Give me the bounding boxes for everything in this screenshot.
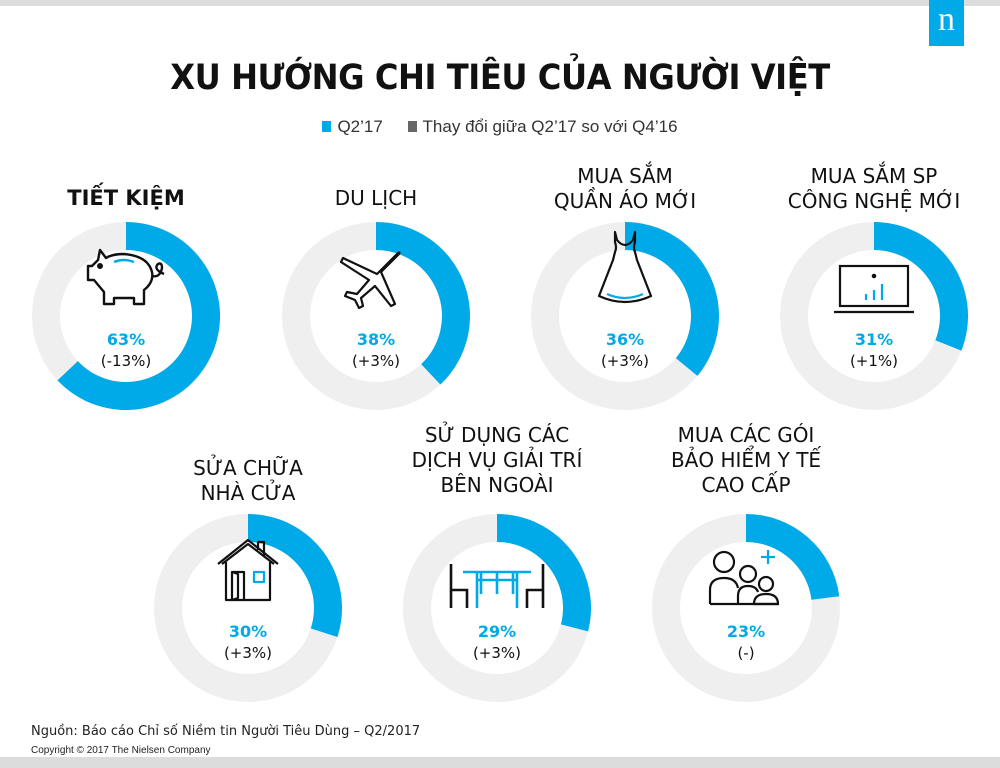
legend-swatch-blue <box>322 121 332 132</box>
card-label: MUA SẮM QUẦN ÁO MỚI <box>553 164 697 213</box>
donut-chart <box>531 222 719 410</box>
donut-change: (-) <box>737 644 755 662</box>
donut-value-arc <box>57 222 220 410</box>
donut-chart <box>154 514 342 702</box>
dress-icon <box>597 230 653 311</box>
donut-change: (+1%) <box>849 352 899 370</box>
donut-value: 30% <box>228 622 268 641</box>
card-label: DU LỊCH <box>334 186 418 210</box>
donut-value: 63% <box>106 330 146 349</box>
legend-label: Q2’17 <box>337 117 383 136</box>
legend-item-q2-17: Q2’17 <box>322 117 383 136</box>
donut-value: 23% <box>726 622 766 641</box>
donut-change: (+3%) <box>351 352 401 370</box>
card-label: MUA CÁC GÓI BẢO HIỂM Y TẾ CAO CẤP <box>670 423 822 497</box>
donut-chart <box>32 222 220 410</box>
donut-change: (+3%) <box>472 644 522 662</box>
donut-value: 29% <box>477 622 517 641</box>
family-health-icon <box>708 548 784 611</box>
nielsen-logo: n <box>929 0 964 46</box>
top-border <box>0 0 1000 6</box>
donut-change: (-13%) <box>100 352 152 370</box>
piggy-bank-icon <box>78 246 174 315</box>
donut-value-arc <box>625 222 719 376</box>
donut-chart <box>652 514 840 702</box>
source-note: Nguồn: Báo cáo Chỉ số Niềm tin Người Tiê… <box>31 724 421 739</box>
donut-value-arc <box>874 222 968 351</box>
legend-label: Thay đổi giữa Q2’17 so với Q4’16 <box>422 117 678 136</box>
donut-value-arc <box>497 514 591 632</box>
donut-value-arc <box>248 514 342 638</box>
card-label: SỬA CHỮA NHÀ CỬA <box>193 456 303 505</box>
legend-swatch-grey <box>407 121 417 132</box>
legend: Q2’17 Thay đổi giữa Q2’17 so với Q4’16 <box>0 117 1000 137</box>
card-label: TIẾT KIỆM <box>67 186 185 210</box>
airplane-icon <box>339 244 413 315</box>
copyright: Copyright © 2017 The Nielsen Company <box>31 745 211 756</box>
donut-chart <box>282 222 470 410</box>
donut-change: (+3%) <box>600 352 650 370</box>
donut-value: 36% <box>605 330 645 349</box>
donut-value-arc <box>376 222 470 385</box>
donut-value: 31% <box>854 330 894 349</box>
laptop-chart-icon <box>834 264 914 319</box>
card-label: SỬ DỤNG CÁC DỊCH VỤ GIẢI TRÍ BÊN NGOÀI <box>411 423 583 497</box>
legend-item-change: Thay đổi giữa Q2’17 so với Q4’16 <box>407 117 678 136</box>
donut-value: 38% <box>356 330 396 349</box>
donut-change: (+3%) <box>223 644 273 662</box>
donut-value-arc <box>746 514 840 600</box>
bottom-border <box>0 757 1000 768</box>
donut-chart <box>403 514 591 702</box>
house-icon <box>216 538 280 607</box>
page-title: XU HƯỚNG CHI TIÊU CỦA NGƯỜI VIỆT <box>170 58 830 98</box>
donut-chart <box>780 222 968 410</box>
dining-table-icon <box>447 564 547 615</box>
card-label: MUA SẮM SP CÔNG NGHỆ MỚI <box>787 164 961 213</box>
